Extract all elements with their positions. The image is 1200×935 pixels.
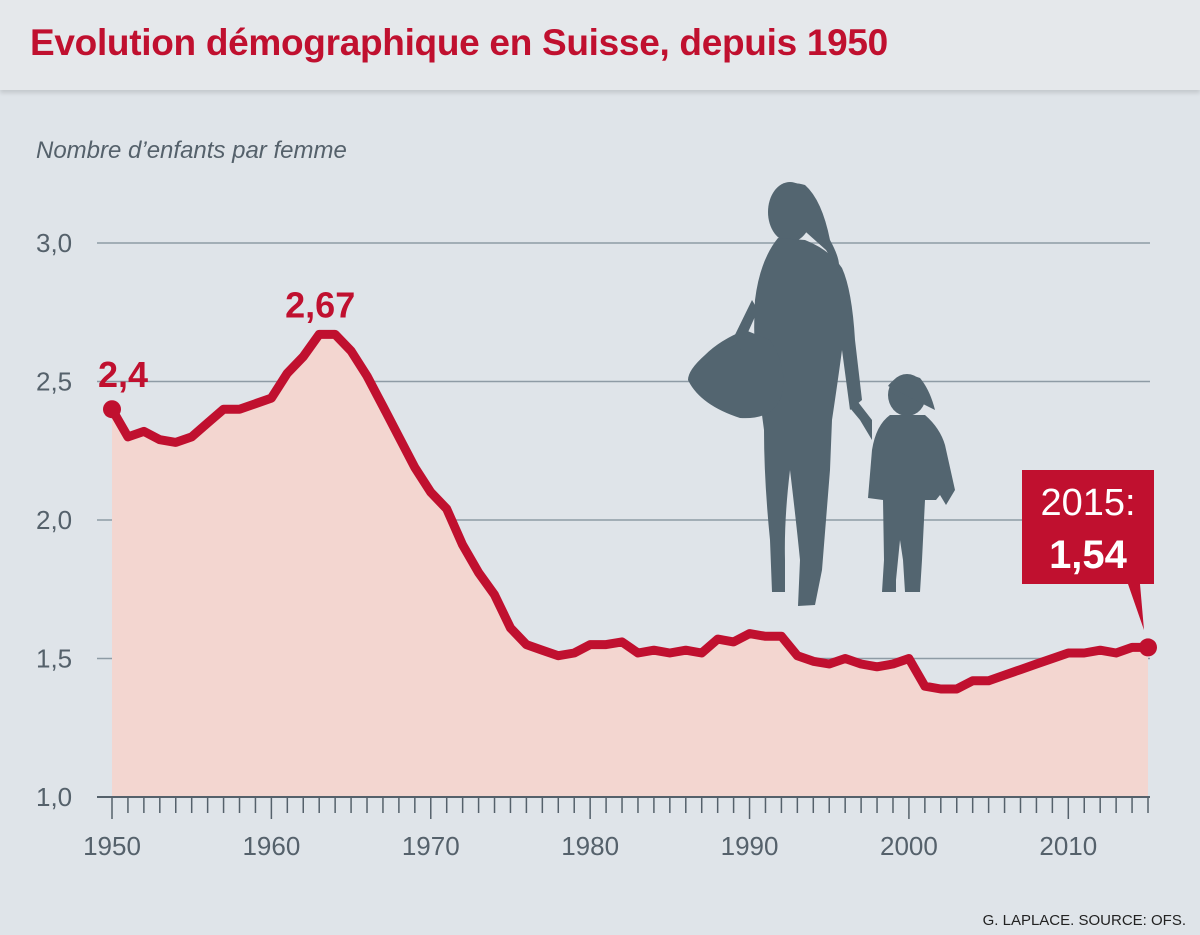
x-tick-label: 1950	[83, 831, 141, 861]
annotation-peak: 2,67	[285, 284, 355, 325]
y-axis-label: Nombre d’enfants par femme	[36, 137, 347, 164]
source-credit: G. LAPLACE. SOURCE: OFS.	[982, 912, 1186, 929]
x-tick-label: 1970	[402, 831, 460, 861]
x-axis	[97, 796, 1150, 819]
x-tick-label: 1990	[721, 831, 779, 861]
start-point-marker	[103, 400, 121, 419]
chart-title: Evolution démographique en Suisse, depui…	[30, 22, 888, 63]
y-tick-label: 2,5	[36, 367, 72, 397]
mother-and-child-silhouette	[688, 182, 955, 606]
callout-2015: 2015: 1,54	[1022, 470, 1154, 630]
end-point-marker	[1139, 638, 1157, 657]
series-line	[108, 329, 1148, 694]
x-tick-label: 2000	[880, 831, 938, 861]
x-tick-label: 2010	[1039, 831, 1097, 861]
y-tick-label: 1,0	[36, 782, 72, 812]
area-fill	[112, 334, 1148, 797]
x-tick-label: 1960	[242, 831, 300, 861]
y-tick-label: 1,5	[36, 644, 72, 674]
x-tick-label: 1980	[561, 831, 619, 861]
annotation-1950: 2,4	[98, 354, 148, 395]
y-tick-label: 3,0	[36, 228, 72, 258]
callout-year: 2015:	[1040, 482, 1135, 524]
title-bar: Evolution démographique en Suisse, depui…	[0, 0, 1200, 90]
callout-value: 1,54	[1049, 533, 1128, 577]
y-tick-label: 2,0	[36, 505, 72, 535]
